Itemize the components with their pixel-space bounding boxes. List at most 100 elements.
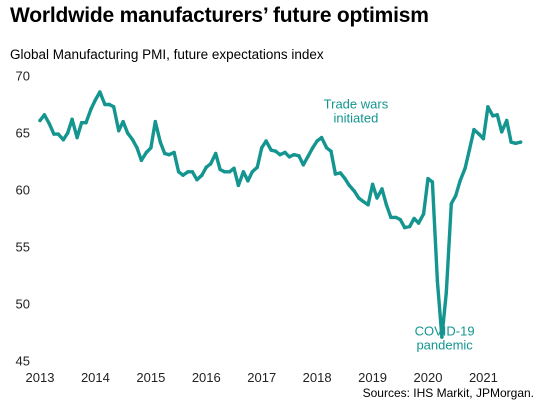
data-point bbox=[149, 146, 153, 150]
data-point bbox=[352, 189, 356, 193]
data-point bbox=[311, 146, 315, 150]
data-point bbox=[435, 279, 440, 283]
data-point bbox=[324, 146, 329, 150]
data-point bbox=[486, 105, 490, 109]
data-point bbox=[329, 149, 333, 153]
data-point bbox=[42, 113, 47, 117]
data-point bbox=[84, 121, 88, 125]
data-point bbox=[222, 170, 227, 174]
data-point bbox=[181, 173, 185, 177]
data-point bbox=[107, 102, 112, 107]
data-point bbox=[412, 216, 416, 221]
data-point bbox=[347, 183, 351, 188]
data-point bbox=[333, 172, 338, 176]
x-tick-label: 2015 bbox=[136, 370, 165, 385]
x-tick-label: 2014 bbox=[81, 370, 110, 385]
data-point bbox=[505, 118, 509, 123]
data-point bbox=[98, 90, 102, 94]
data-point bbox=[513, 141, 518, 145]
data-point bbox=[264, 139, 268, 143]
data-point bbox=[454, 194, 458, 198]
data-point bbox=[139, 158, 144, 163]
data-point bbox=[250, 170, 254, 174]
data-point bbox=[370, 182, 375, 186]
data-point bbox=[79, 121, 84, 125]
annotation-label: Trade wars bbox=[324, 97, 389, 112]
data-point bbox=[319, 135, 324, 140]
data-point bbox=[93, 98, 98, 102]
chart-title: Worldwide manufacturers’ future optimism bbox=[10, 4, 429, 27]
data-point bbox=[458, 179, 462, 183]
data-point bbox=[135, 146, 139, 150]
data-point bbox=[209, 162, 213, 166]
data-point bbox=[444, 290, 448, 295]
x-tick-label: 2018 bbox=[303, 370, 332, 385]
data-point bbox=[467, 147, 472, 151]
data-point bbox=[430, 180, 435, 184]
data-point bbox=[56, 132, 60, 136]
data-point bbox=[103, 102, 107, 107]
data-point bbox=[491, 114, 495, 118]
data-point bbox=[61, 138, 65, 142]
y-tick-label: 60 bbox=[16, 183, 30, 198]
data-point bbox=[403, 225, 407, 230]
data-point bbox=[375, 196, 379, 200]
data-point bbox=[366, 203, 370, 207]
y-tick-label: 70 bbox=[16, 69, 30, 84]
x-tick-label: 2020 bbox=[414, 370, 443, 385]
data-point bbox=[144, 150, 149, 155]
data-point bbox=[227, 170, 232, 174]
data-point bbox=[518, 140, 523, 144]
data-point bbox=[338, 171, 343, 175]
data-point bbox=[52, 132, 56, 136]
data-point bbox=[232, 166, 236, 170]
data-point bbox=[153, 119, 157, 124]
data-point bbox=[200, 173, 204, 177]
data-point bbox=[260, 146, 264, 150]
data-point bbox=[278, 153, 282, 157]
annotation-label: pandemic bbox=[416, 338, 473, 353]
data-point bbox=[38, 118, 42, 123]
x-axis: 2013 2014 2015 2016 2017 2018 2019 2020 2021 bbox=[26, 370, 498, 385]
data-point bbox=[343, 176, 347, 181]
x-tick-label: 2019 bbox=[358, 370, 387, 385]
data-point bbox=[301, 163, 305, 167]
data-point bbox=[269, 148, 273, 152]
data-point bbox=[66, 131, 70, 135]
series-lines bbox=[38, 90, 523, 339]
chart-subtitle: Global Manufacturing PMI, future expecta… bbox=[10, 47, 324, 62]
data-point bbox=[481, 137, 486, 141]
data-point bbox=[509, 140, 513, 144]
data-point bbox=[273, 149, 278, 153]
data-point bbox=[176, 170, 181, 174]
annotation-label: initiated bbox=[334, 111, 379, 126]
x-tick-label: 2013 bbox=[26, 370, 55, 385]
annotation-label: COVID-19 bbox=[415, 324, 475, 339]
y-tick-label: 45 bbox=[16, 354, 30, 369]
data-point bbox=[440, 335, 444, 339]
data-point bbox=[236, 183, 241, 188]
data-point bbox=[389, 215, 393, 220]
data-point bbox=[477, 132, 481, 136]
data-point bbox=[214, 151, 218, 156]
data-point bbox=[204, 165, 208, 169]
data-point bbox=[472, 127, 476, 132]
data-point bbox=[361, 199, 365, 204]
source-note: Sources: IHS Markit, JPMorgan. bbox=[362, 386, 534, 400]
data-point bbox=[416, 221, 421, 225]
data-point bbox=[421, 212, 426, 216]
data-point bbox=[449, 202, 453, 206]
data-point bbox=[408, 224, 412, 229]
data-point bbox=[292, 153, 296, 157]
x-tick-label: 2017 bbox=[247, 370, 276, 385]
data-point bbox=[357, 196, 361, 200]
data-point bbox=[297, 154, 301, 158]
data-point bbox=[190, 170, 195, 174]
x-tick-label: 2016 bbox=[192, 370, 221, 385]
data-point bbox=[89, 107, 93, 111]
data-point bbox=[398, 217, 402, 222]
data-point bbox=[130, 138, 135, 142]
data-point bbox=[47, 122, 52, 126]
